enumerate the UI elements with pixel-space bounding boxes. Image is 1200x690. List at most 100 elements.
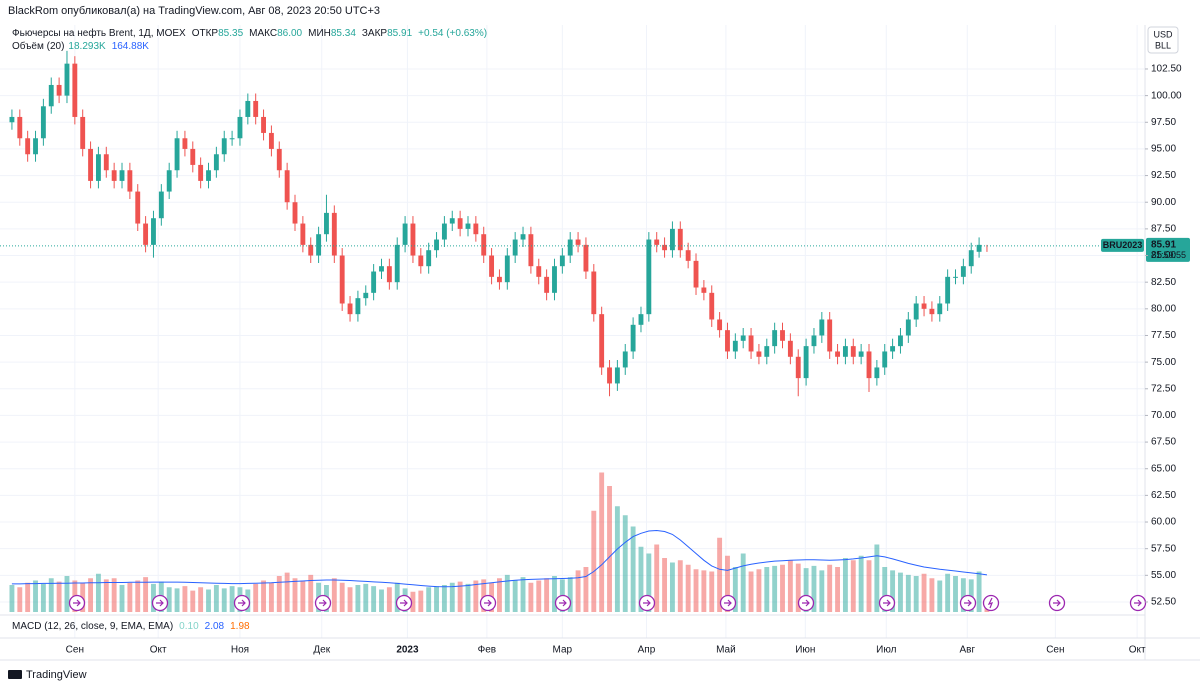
candle-body bbox=[497, 276, 502, 283]
symbol-box bbox=[1101, 238, 1144, 252]
candle-body bbox=[552, 266, 557, 293]
volume-bar bbox=[119, 585, 125, 612]
candle-body bbox=[740, 335, 746, 341]
event-icon[interactable] bbox=[395, 594, 413, 612]
event-icon[interactable] bbox=[233, 594, 251, 612]
candle-body bbox=[182, 138, 188, 149]
volume-bar bbox=[17, 587, 23, 612]
event-icon[interactable] bbox=[982, 594, 1000, 612]
candle-body bbox=[174, 138, 180, 171]
candle-body bbox=[898, 335, 903, 347]
candle-body bbox=[756, 351, 762, 357]
candle-body bbox=[245, 100, 251, 117]
y-tick-label: 92.50 bbox=[1151, 170, 1176, 181]
event-glyph bbox=[319, 599, 327, 607]
volume-bar bbox=[457, 581, 463, 612]
volume-bar bbox=[717, 537, 723, 612]
volume-bar bbox=[410, 591, 416, 612]
y-tick-label: 80.00 bbox=[1151, 303, 1176, 314]
y-tick-label: 70.00 bbox=[1151, 410, 1176, 421]
volume-bar bbox=[135, 580, 141, 612]
volume-bar bbox=[725, 555, 730, 612]
event-glyph bbox=[802, 599, 810, 607]
event-glyph bbox=[484, 599, 492, 607]
x-tick-label: Май bbox=[716, 645, 736, 656]
y-tick-label: 95.00 bbox=[1151, 144, 1176, 155]
volume-bar bbox=[103, 579, 109, 612]
volume-bar bbox=[803, 568, 809, 612]
volume-name: Объём (20) bbox=[12, 40, 64, 52]
last-price-box bbox=[1146, 237, 1190, 262]
x-tick-label: Ноя bbox=[231, 645, 249, 656]
volume-bar bbox=[630, 526, 636, 612]
candle-body bbox=[638, 314, 644, 325]
candle-body bbox=[544, 276, 550, 293]
candle-body bbox=[732, 340, 738, 352]
candle-body bbox=[835, 351, 840, 357]
event-icon[interactable] bbox=[797, 594, 815, 612]
candle-body bbox=[190, 148, 196, 165]
candle-body bbox=[819, 319, 825, 336]
volume-legend: Объём (20) 18.293K 164.88K bbox=[12, 40, 149, 52]
volume-bar bbox=[394, 582, 400, 612]
candle-body bbox=[25, 138, 31, 155]
y-tick-label: 75.00 bbox=[1151, 357, 1176, 368]
event-icon[interactable] bbox=[719, 594, 737, 612]
y-tick-label: 77.50 bbox=[1151, 330, 1176, 341]
volume-bar bbox=[363, 583, 369, 612]
candle-body bbox=[379, 266, 384, 272]
candle-body bbox=[520, 234, 526, 240]
event-icon[interactable] bbox=[479, 594, 497, 612]
candle-body bbox=[103, 154, 109, 171]
volume-bar bbox=[512, 580, 518, 612]
candle-body bbox=[693, 260, 699, 288]
macd-hist: 0.10 bbox=[179, 621, 199, 632]
candle-body bbox=[465, 223, 471, 229]
macd-line: 2.08 bbox=[205, 621, 225, 632]
event-icon[interactable] bbox=[68, 594, 86, 612]
candle-body bbox=[426, 250, 432, 267]
event-icon[interactable] bbox=[638, 594, 656, 612]
volume-bar bbox=[575, 570, 581, 612]
event-icon[interactable] bbox=[959, 594, 977, 612]
open-value: 85.35 bbox=[218, 28, 243, 39]
candle-body bbox=[268, 132, 274, 149]
candle-body bbox=[599, 314, 605, 368]
event-icon[interactable] bbox=[1129, 594, 1147, 612]
candle-body bbox=[945, 276, 951, 304]
volume-bar bbox=[151, 583, 156, 612]
y-tick-label: 62.50 bbox=[1151, 490, 1176, 501]
event-icon[interactable] bbox=[1048, 594, 1066, 612]
event-glyph bbox=[643, 599, 651, 607]
candle-body bbox=[363, 292, 369, 299]
volume-bar bbox=[229, 586, 235, 612]
y-tick-label: 67.50 bbox=[1151, 437, 1176, 448]
candle-body bbox=[441, 223, 447, 240]
candle-body bbox=[418, 255, 424, 267]
volume-bar bbox=[552, 576, 557, 612]
event-icon[interactable] bbox=[314, 594, 332, 612]
candle-body bbox=[473, 223, 479, 235]
event-icon[interactable] bbox=[878, 594, 896, 612]
candle-body bbox=[127, 170, 133, 192]
candle-body bbox=[953, 276, 958, 278]
candle-body bbox=[882, 351, 888, 368]
volume-bar bbox=[890, 570, 896, 612]
volume-bar bbox=[504, 574, 510, 612]
x-tick-label: 2023 bbox=[396, 645, 419, 656]
volume-bar bbox=[780, 564, 785, 612]
event-icon[interactable] bbox=[151, 594, 169, 612]
currency-box[interactable] bbox=[1147, 26, 1179, 54]
candle-body bbox=[528, 234, 534, 267]
event-icon[interactable] bbox=[554, 594, 572, 612]
candle-body bbox=[685, 250, 691, 261]
candle-body bbox=[48, 84, 54, 107]
candle-body bbox=[567, 239, 573, 256]
candle-body bbox=[434, 239, 439, 251]
y-tick-label: 57.50 bbox=[1151, 543, 1176, 554]
y-tick-label: 90.00 bbox=[1151, 197, 1176, 208]
close-label: ЗАКР bbox=[362, 28, 388, 39]
header: BlackRom опубликовал(а) на TradingView.c… bbox=[8, 5, 380, 17]
candle-body bbox=[701, 287, 707, 293]
